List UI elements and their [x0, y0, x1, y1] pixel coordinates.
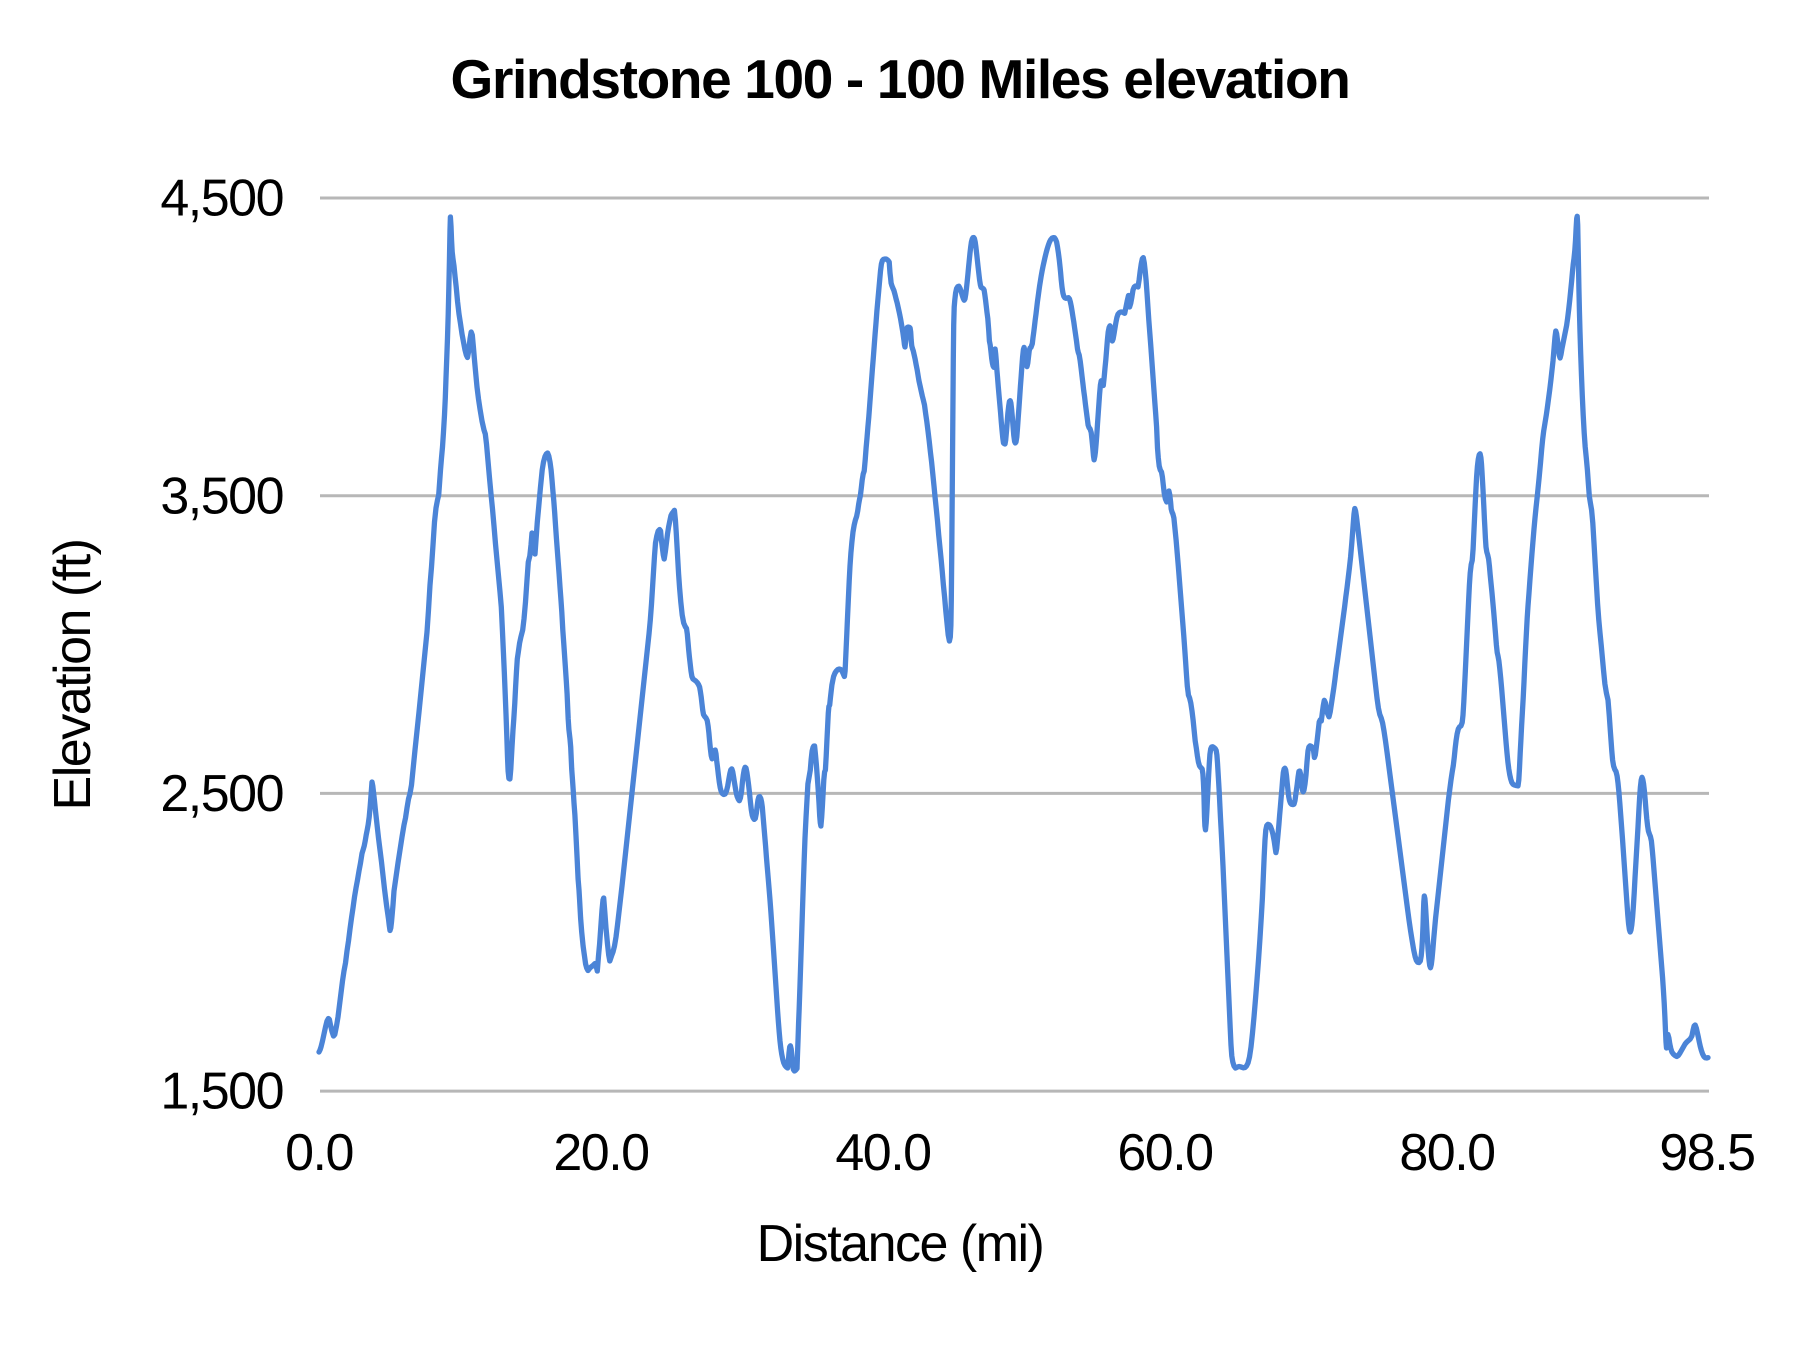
svg-text:Elevation (ft): Elevation (ft) [44, 540, 102, 811]
svg-text:60.0: 60.0 [1117, 1124, 1212, 1182]
svg-text:40.0: 40.0 [835, 1124, 930, 1182]
svg-text:2,500: 2,500 [160, 765, 283, 823]
svg-text:Grindstone 100 - 100 Miles ele: Grindstone 100 - 100 Miles elevation [451, 48, 1350, 110]
svg-text:Distance (mi): Distance (mi) [757, 1215, 1044, 1273]
svg-text:4,500: 4,500 [160, 170, 283, 228]
svg-text:98.5: 98.5 [1659, 1124, 1754, 1182]
svg-text:3,500: 3,500 [160, 467, 283, 525]
svg-text:20.0: 20.0 [553, 1124, 648, 1182]
svg-text:0.0: 0.0 [285, 1124, 353, 1182]
svg-text:80.0: 80.0 [1399, 1124, 1494, 1182]
svg-text:1,500: 1,500 [160, 1063, 283, 1121]
